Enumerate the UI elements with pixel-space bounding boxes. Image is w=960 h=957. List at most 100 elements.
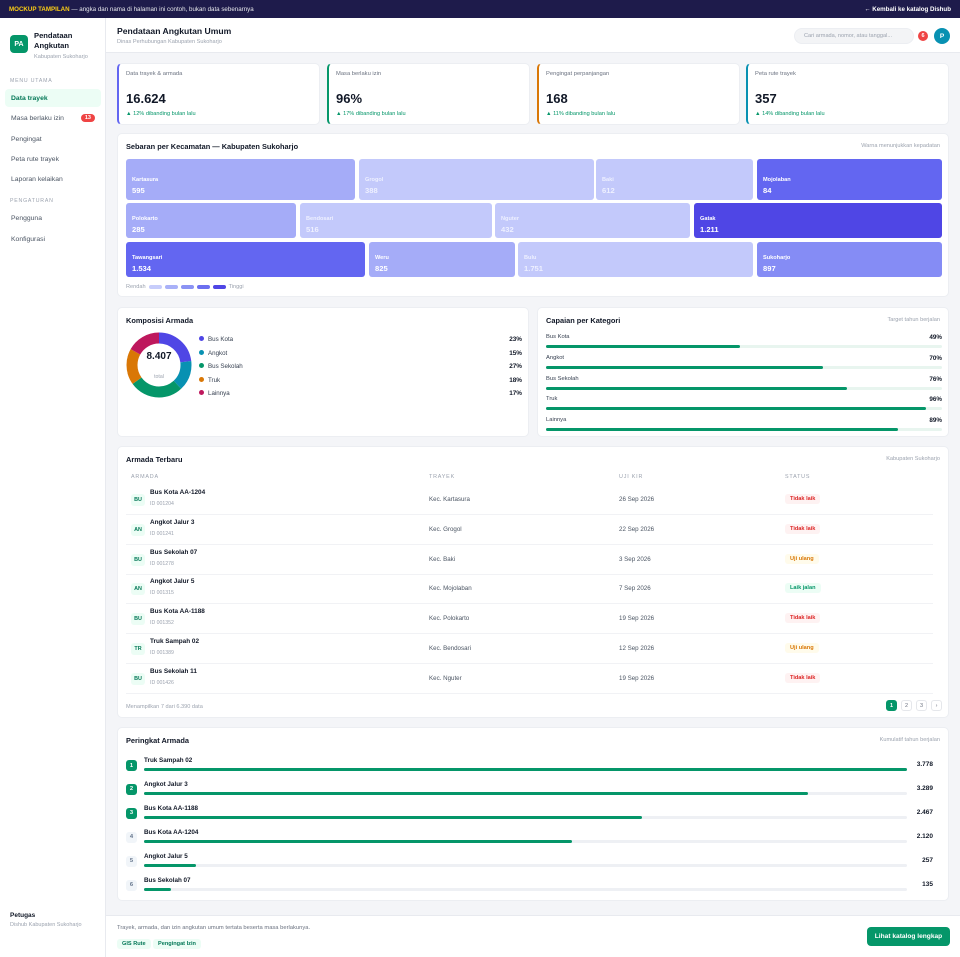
donut-slice-lainnya bbox=[126, 332, 192, 398]
table-row[interactable]: BU Bus Kota AA-1188 ID 001352 Kec. Polokart… bbox=[126, 604, 933, 635]
tile-name: Nguter bbox=[501, 216, 520, 222]
kpi-label: Peta rute trayek bbox=[755, 71, 796, 77]
page-3-button[interactable]: 3 bbox=[916, 700, 927, 711]
heatmap-tile-sukoharjo[interactable]: Sukoharjo 897 bbox=[757, 242, 942, 277]
composition-legend-item: Bus Kota 23% bbox=[199, 336, 522, 343]
table-row[interactable]: TR Truk Sampah 02 ID 001389 Kec. Bendosari 1… bbox=[126, 634, 933, 664]
tile-value: 612 bbox=[602, 186, 615, 195]
heatmap-tile-weru[interactable]: Weru 825 bbox=[369, 242, 515, 277]
heatmap-tile-bendosari[interactable]: Bendosari 516 bbox=[300, 203, 492, 238]
column-header-trayek[interactable]: TRAYEK bbox=[429, 474, 455, 480]
progress-track bbox=[546, 407, 942, 411]
sidebar-item-peta-rute[interactable]: Peta rute trayek bbox=[5, 150, 101, 168]
notification-badge[interactable]: 6 bbox=[918, 31, 928, 41]
column-header-armada[interactable]: ARMADA bbox=[131, 474, 159, 480]
heatmap-tile-polokarto[interactable]: Polokarto 285 bbox=[126, 203, 296, 238]
route-cell: Kec. Grogol bbox=[429, 525, 462, 533]
vehicle-id: ID 001426 bbox=[150, 679, 174, 686]
table-row[interactable]: AN Angkot Jalur 5 ID 001315 Kec. Mojolaban 7… bbox=[126, 574, 933, 605]
column-header-uji-kir[interactable]: UJI KIR bbox=[619, 474, 644, 480]
chip-pengingat-izin[interactable]: Pengingat Izin bbox=[153, 939, 201, 949]
vehicle-name: Bus Sekolah 11 bbox=[150, 667, 197, 675]
route-cell: Kec. Mojolaban bbox=[429, 585, 472, 593]
rank-vehicle-name: Angkot Jalur 5 bbox=[144, 852, 188, 860]
next-page-button[interactable]: › bbox=[931, 700, 942, 711]
tile-value: 516 bbox=[306, 225, 319, 234]
progress-track bbox=[546, 365, 942, 369]
heatmap-tile-baki[interactable]: Baki 612 bbox=[596, 159, 753, 200]
category-label: Bus Kota bbox=[546, 334, 570, 340]
ranking-item: 6 Bus Sekolah 07 135 bbox=[126, 877, 933, 901]
legend-swatch bbox=[196, 285, 210, 289]
sidebar-item-konfigurasi[interactable]: Konfigurasi bbox=[5, 230, 101, 248]
route-cell: Kec. Polokarto bbox=[429, 615, 470, 623]
progress-fill bbox=[546, 365, 824, 369]
legend-dot bbox=[199, 363, 204, 368]
vehicle-name: Angkot Jalur 3 bbox=[150, 518, 195, 526]
table-row[interactable]: BU Bus Sekolah 11 ID 001426 Kec. Nguter 19 S… bbox=[126, 664, 933, 694]
table-summary: Menampilkan 7 dari 6.390 data bbox=[126, 704, 203, 710]
column-header-status[interactable]: STATUS bbox=[785, 474, 811, 480]
avatar[interactable]: P bbox=[934, 28, 950, 44]
route-cell: Kec. Nguter bbox=[429, 674, 462, 682]
status-badge: Uji ulang bbox=[785, 553, 819, 564]
inspection-date-cell: 3 Sep 2026 bbox=[619, 555, 651, 563]
rank-vehicle-name: Bus Sekolah 07 bbox=[144, 876, 191, 884]
mockup-notice: MOCKUP TAMPILAN — angka dan nama di hala… bbox=[9, 6, 254, 13]
page-2-button[interactable]: 2 bbox=[901, 700, 912, 711]
chip-gis-rute[interactable]: GIS Rute bbox=[117, 939, 151, 949]
kpi-card-peta-rute: Peta rute trayek 357 ▲ 14% dibanding bul… bbox=[746, 63, 949, 125]
sidebar-item-data-trayek[interactable]: Data trayek bbox=[5, 89, 101, 107]
achievement-item: Lainnya 89% bbox=[546, 417, 942, 432]
ranking-title: Peringkat Armada bbox=[126, 736, 189, 745]
back-to-catalog-link[interactable]: ← Kembali ke katalog Dishub bbox=[864, 5, 951, 13]
rank-track bbox=[144, 839, 907, 843]
table-row[interactable]: BU Bus Sekolah 07 ID 001278 Kec. Baki 3 Sep … bbox=[126, 545, 933, 575]
heatmap-tile-gatak[interactable]: Gatak 1.211 bbox=[694, 203, 942, 238]
tile-value: 285 bbox=[132, 225, 145, 234]
vehicle-type-badge: BU bbox=[131, 553, 145, 566]
heatmap-tile-mojolaban[interactable]: Mojolaban 84 bbox=[757, 159, 942, 200]
rank-number: 3 bbox=[126, 807, 137, 819]
heatmap-tile-grogol[interactable]: Grogol 388 bbox=[359, 159, 594, 200]
donut-slice-truk bbox=[126, 332, 192, 398]
page-1-button[interactable]: 1 bbox=[886, 700, 897, 711]
tile-value: 1.751 bbox=[524, 264, 544, 273]
kpi-label: Data trayek & armada bbox=[126, 71, 183, 77]
tile-name: Sukoharjo bbox=[763, 255, 791, 261]
route-cell: Kec. Baki bbox=[429, 555, 456, 563]
legend-dot bbox=[199, 390, 204, 395]
table-row[interactable]: AN Angkot Jalur 3 ID 001241 Kec. Grogol 22 S… bbox=[126, 515, 933, 545]
recent-fleet-card: Armada Terbaru Kabupaten Sukoharjo ARMAD… bbox=[117, 446, 949, 718]
tile-name: Gatak bbox=[700, 216, 716, 222]
tile-name: Mojolaban bbox=[763, 177, 791, 183]
fleet-composition-card: Komposisi Armada 8.407 total Bus Kota 23%… bbox=[117, 307, 529, 437]
view-catalog-button[interactable]: Lihat katalog lengkap bbox=[867, 927, 950, 946]
heatmap-tile-nguter[interactable]: Nguter 432 bbox=[495, 203, 690, 238]
inspection-date-cell: 12 Sep 2026 bbox=[619, 645, 655, 652]
legend-swatch bbox=[180, 285, 194, 289]
sidebar-item-label: Pengguna bbox=[11, 214, 42, 222]
category-label: Bus Sekolah bbox=[546, 375, 579, 382]
sidebar-item-pengingat[interactable]: Pengingat bbox=[5, 130, 101, 148]
progress-track bbox=[546, 345, 942, 348]
search-input[interactable] bbox=[794, 28, 914, 44]
heatmap-tile-bulu[interactable]: Bulu 1.751 bbox=[518, 242, 753, 277]
table-row[interactable]: BU Bus Kota AA-1204 ID 001204 Kec. Kartasur… bbox=[126, 485, 933, 515]
legend-swatch bbox=[148, 285, 162, 289]
sidebar: PA Pendataan Angkutan Kabupaten Sukoharj… bbox=[0, 18, 106, 957]
sidebar-item-masa-berlaku-izin[interactable]: Masa berlaku izin 13 bbox=[5, 109, 101, 127]
category-percent: 96% bbox=[929, 396, 942, 404]
heatmap-tile-tawangsari[interactable]: Tawangsari 1.534 bbox=[126, 242, 365, 277]
legend-dot bbox=[199, 376, 204, 382]
legend-entry: Bus Sekolah bbox=[199, 363, 243, 370]
sidebar-item-label: Peta rute trayek bbox=[11, 155, 59, 163]
district-heatmap-card: Sebaran per Kecamatan — Kabupaten Sukoha… bbox=[117, 133, 949, 297]
kpi-value: 357 bbox=[755, 91, 777, 106]
inspection-date-cell: 19 Sep 2026 bbox=[619, 674, 655, 682]
heatmap-tile-kartasura[interactable]: Kartasura 595 bbox=[126, 159, 355, 200]
vehicle-name: Truk Sampah 02 bbox=[150, 638, 200, 645]
sidebar-item-pengguna[interactable]: Pengguna bbox=[5, 209, 101, 227]
category-percent: 76% bbox=[929, 375, 942, 383]
sidebar-item-laporan-kelaikan[interactable]: Laporan kelaikan bbox=[5, 170, 101, 188]
